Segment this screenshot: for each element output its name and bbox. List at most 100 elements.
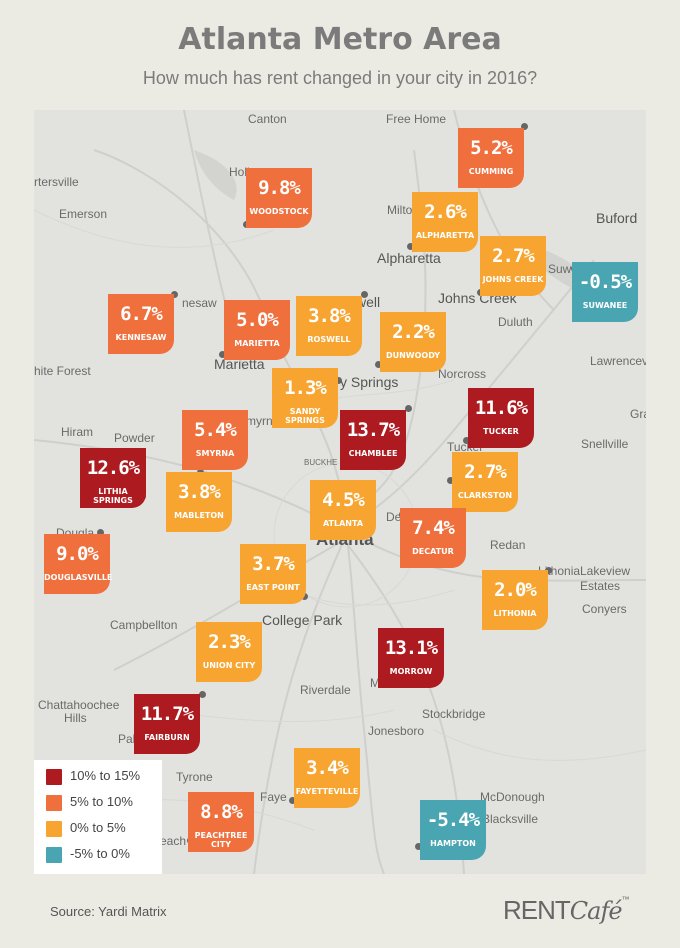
city-name: SANDY SPRINGS	[285, 407, 325, 425]
map-label: rtersville	[34, 175, 79, 189]
rent-change-value: 2.6%	[424, 201, 467, 223]
city-badge-union-city[interactable]: 2.3% UNION CITY	[196, 622, 262, 682]
city-dot-sandy-springs	[335, 377, 342, 384]
map-label: Hills	[64, 711, 87, 725]
city-badge-sandy-springs[interactable]: 1.3% SANDY SPRINGS	[272, 368, 338, 428]
city-badge-smyrna[interactable]: 5.4% SMYRNA	[182, 410, 248, 470]
city-badge-decatur[interactable]: 7.4% DECATUR	[400, 508, 466, 568]
city-dot-kennesaw	[171, 291, 178, 298]
map-label: Lakeview	[580, 564, 631, 578]
city-badge-tucker[interactable]: 11.6% TUCKER	[468, 388, 534, 448]
city-name: FAIRBURN	[144, 733, 190, 742]
city-badge-douglasville[interactable]: 9.0% DOUGLASVILLE	[44, 534, 113, 594]
page-title: Atlanta Metro Area	[178, 22, 502, 57]
city-dot-douglasville	[97, 529, 104, 536]
city-name: FAYETTEVILLE	[295, 787, 359, 796]
map-label: Jonesboro	[368, 724, 425, 738]
city-badge-morrow[interactable]: 13.1% MORROW	[378, 628, 444, 688]
city-name: DUNWOODY	[385, 351, 441, 360]
rent-change-value: 11.6%	[474, 397, 528, 419]
rent-change-value: -5.4%	[426, 809, 480, 831]
city-badge-fairburn[interactable]: 11.7% FAIRBURN	[134, 694, 200, 754]
legend-item: -5% to 0%	[46, 846, 130, 866]
map-label: Chattahoochee	[38, 698, 120, 712]
map-label: Lawrencev	[590, 354, 646, 368]
map-label: hite Forest	[34, 364, 91, 378]
city-badge-chamblee[interactable]: 13.7% CHAMBLEE	[340, 410, 406, 470]
city-badge-dunwoody[interactable]: 2.2% DUNWOODY	[380, 312, 446, 372]
city-badge-atlanta[interactable]: 4.5% ATLANTA	[310, 480, 376, 540]
legend-item: 5% to 10%	[46, 794, 133, 814]
city-name: CLARKSTON	[457, 491, 513, 500]
city-name: ATLANTA	[322, 519, 364, 528]
rent-change-value: 3.8%	[178, 481, 221, 503]
city-name: DOUGLASVILLE	[44, 573, 113, 582]
rent-change-value: 13.7%	[346, 419, 400, 441]
map-label: Emerson	[59, 207, 108, 221]
map-label: Blacksville	[482, 812, 539, 826]
city-badge-lithia-springs[interactable]: 12.6% LITHIA SPRINGS	[80, 448, 146, 508]
city-badge-johns-creek[interactable]: 2.7% JOHNS CREEK	[480, 236, 546, 296]
rent-change-value: 6.7%	[120, 303, 163, 325]
map-label: BUCKHE	[304, 458, 338, 467]
rent-change-value: 9.8%	[258, 177, 301, 199]
city-badge-roswell[interactable]: 3.8% ROSWELL	[296, 296, 362, 356]
city-name: ROSWELL	[307, 335, 351, 344]
rent-change-value: 8.8%	[200, 801, 243, 823]
map-label: Norcross	[438, 367, 487, 381]
city-name: MABLETON	[174, 511, 224, 520]
map-label: Marietta	[214, 356, 265, 372]
legend-swatch	[46, 846, 62, 863]
page-subtitle: How much has rent changed in your city i…	[142, 68, 538, 88]
city-dot-clarkston	[447, 477, 454, 484]
map-label: Alpharetta	[377, 250, 441, 266]
city-name: CHAMBLEE	[348, 449, 398, 458]
city-badge-kennesaw[interactable]: 6.7% KENNESAW	[108, 294, 174, 354]
rent-change-value: 3.7%	[252, 553, 295, 575]
city-badge-suwanee[interactable]: -0.5% SUWANEE	[572, 262, 638, 322]
rent-change-value: 5.0%	[236, 309, 279, 331]
legend: 10% to 15% 5% to 10% 0% to 5% -5% to 0%	[34, 760, 162, 874]
city-name: TUCKER	[483, 427, 519, 436]
map-label: Hiram	[61, 425, 93, 439]
city-name: PEACHTREE CITY	[194, 831, 248, 849]
map-label: Duluth	[498, 315, 533, 329]
city-dot-dunwoody	[375, 361, 382, 368]
rent-change-value: 12.6%	[86, 457, 140, 479]
map-label: College Park	[262, 612, 343, 628]
city-badge-clarkston[interactable]: 2.7% CLARKSTON	[452, 452, 518, 512]
map-label: McDonough	[480, 790, 545, 804]
map-label: Milto	[387, 203, 413, 217]
city-badge-alpharetta[interactable]: 2.6% ALPHARETTA	[412, 192, 478, 252]
rent-change-value: 9.0%	[56, 543, 99, 565]
city-name: MORROW	[389, 667, 433, 676]
city-badge-woodstock[interactable]: 9.8% WOODSTOCK	[246, 168, 312, 228]
city-dot-fairburn	[199, 691, 206, 698]
rent-change-value: 2.0%	[494, 579, 537, 601]
city-dot-east-point	[301, 593, 308, 600]
rent-change-value: 3.8%	[308, 305, 351, 327]
city-dot-roswell	[361, 291, 368, 298]
map-label: Pal	[118, 732, 136, 746]
city-badge-mableton[interactable]: 3.8% MABLETON	[166, 472, 232, 532]
city-name: SMYRNA	[195, 449, 235, 458]
city-badge-marietta[interactable]: 5.0% MARIETTA	[224, 300, 290, 360]
legend-label: 0% to 5%	[70, 820, 126, 835]
city-badge-cumming[interactable]: 5.2% CUMMING	[458, 128, 524, 188]
map-label: Riverdale	[300, 683, 351, 697]
city-badge-hampton[interactable]: -5.4% HAMPTON	[420, 800, 486, 860]
city-badge-peachtree-city[interactable]: 8.8% PEACHTREE CITY	[188, 792, 254, 852]
logo-tm: ™	[621, 895, 630, 904]
map-label: nesaw	[182, 296, 217, 310]
city-name: KENNESAW	[115, 333, 167, 342]
map-label: Buford	[596, 210, 638, 226]
city-badge-east-point[interactable]: 3.7% EAST POINT	[240, 544, 306, 604]
rent-change-value: 1.3%	[284, 377, 327, 399]
city-name: JOHNS CREEK	[482, 275, 544, 284]
legend-swatch	[46, 794, 62, 811]
map-label: Tyrone	[176, 770, 213, 784]
rentcafe-logo[interactable]: RENTCafé™	[503, 895, 630, 926]
city-badge-lithonia[interactable]: 2.0% LITHONIA	[482, 570, 548, 630]
city-badge-fayetteville[interactable]: 3.4% FAYETTEVILLE	[294, 748, 360, 808]
city-dot-alpharetta	[407, 243, 414, 250]
